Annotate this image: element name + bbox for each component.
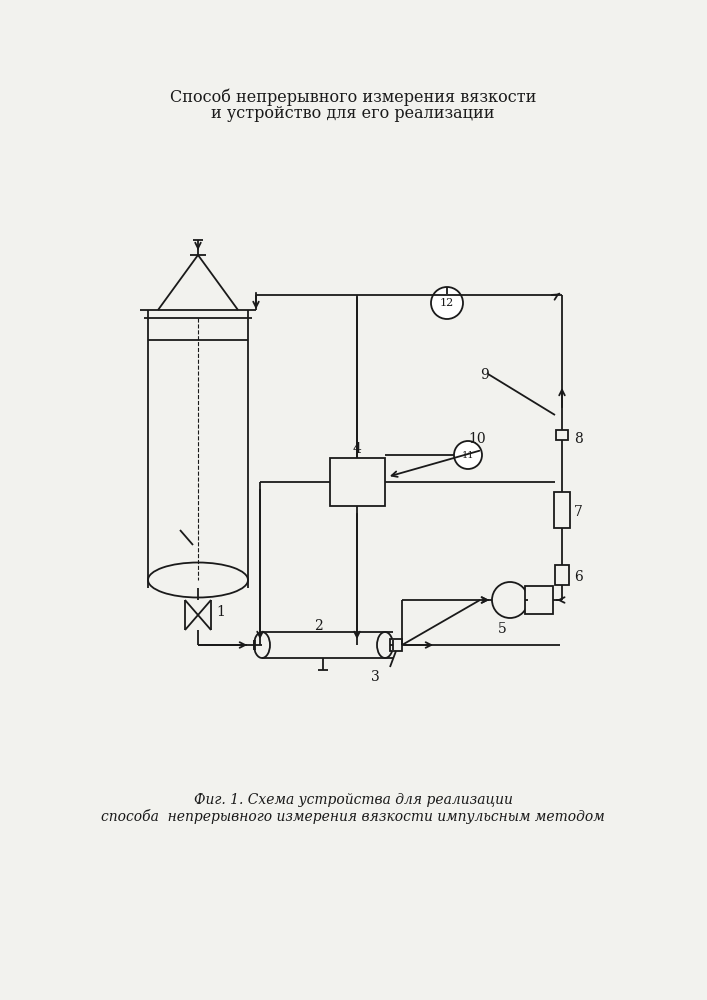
Text: Способ непрерывного измерения вязкости: Способ непрерывного измерения вязкости	[170, 88, 536, 105]
Circle shape	[454, 441, 482, 469]
Text: 1: 1	[216, 605, 225, 619]
Text: 2: 2	[314, 619, 322, 633]
Text: 5: 5	[498, 622, 506, 636]
Text: 10: 10	[468, 432, 486, 446]
Ellipse shape	[148, 562, 248, 597]
Text: способа  непрерывного измерения вязкости импульсным методом: способа непрерывного измерения вязкости …	[101, 809, 605, 824]
Ellipse shape	[254, 632, 270, 658]
Text: и устройство для его реализации: и устройство для его реализации	[211, 105, 495, 122]
Bar	[555, 565, 569, 585]
Text: 6: 6	[574, 570, 583, 584]
Text: 9: 9	[480, 368, 489, 382]
Bar	[525, 586, 553, 614]
Text: 12: 12	[440, 298, 454, 308]
Circle shape	[431, 287, 463, 319]
Text: 7: 7	[574, 505, 583, 519]
Circle shape	[492, 582, 528, 618]
Bar	[554, 492, 570, 528]
Text: 11: 11	[462, 450, 474, 460]
Text: 4: 4	[353, 442, 361, 456]
Text: 3: 3	[370, 670, 380, 684]
Bar	[390, 639, 402, 651]
Bar	[330, 458, 385, 506]
Text: Фиг. 1. Схема устройства для реализации: Фиг. 1. Схема устройства для реализации	[194, 793, 513, 807]
Ellipse shape	[377, 632, 393, 658]
Text: 8: 8	[574, 432, 583, 446]
Bar	[556, 430, 568, 440]
